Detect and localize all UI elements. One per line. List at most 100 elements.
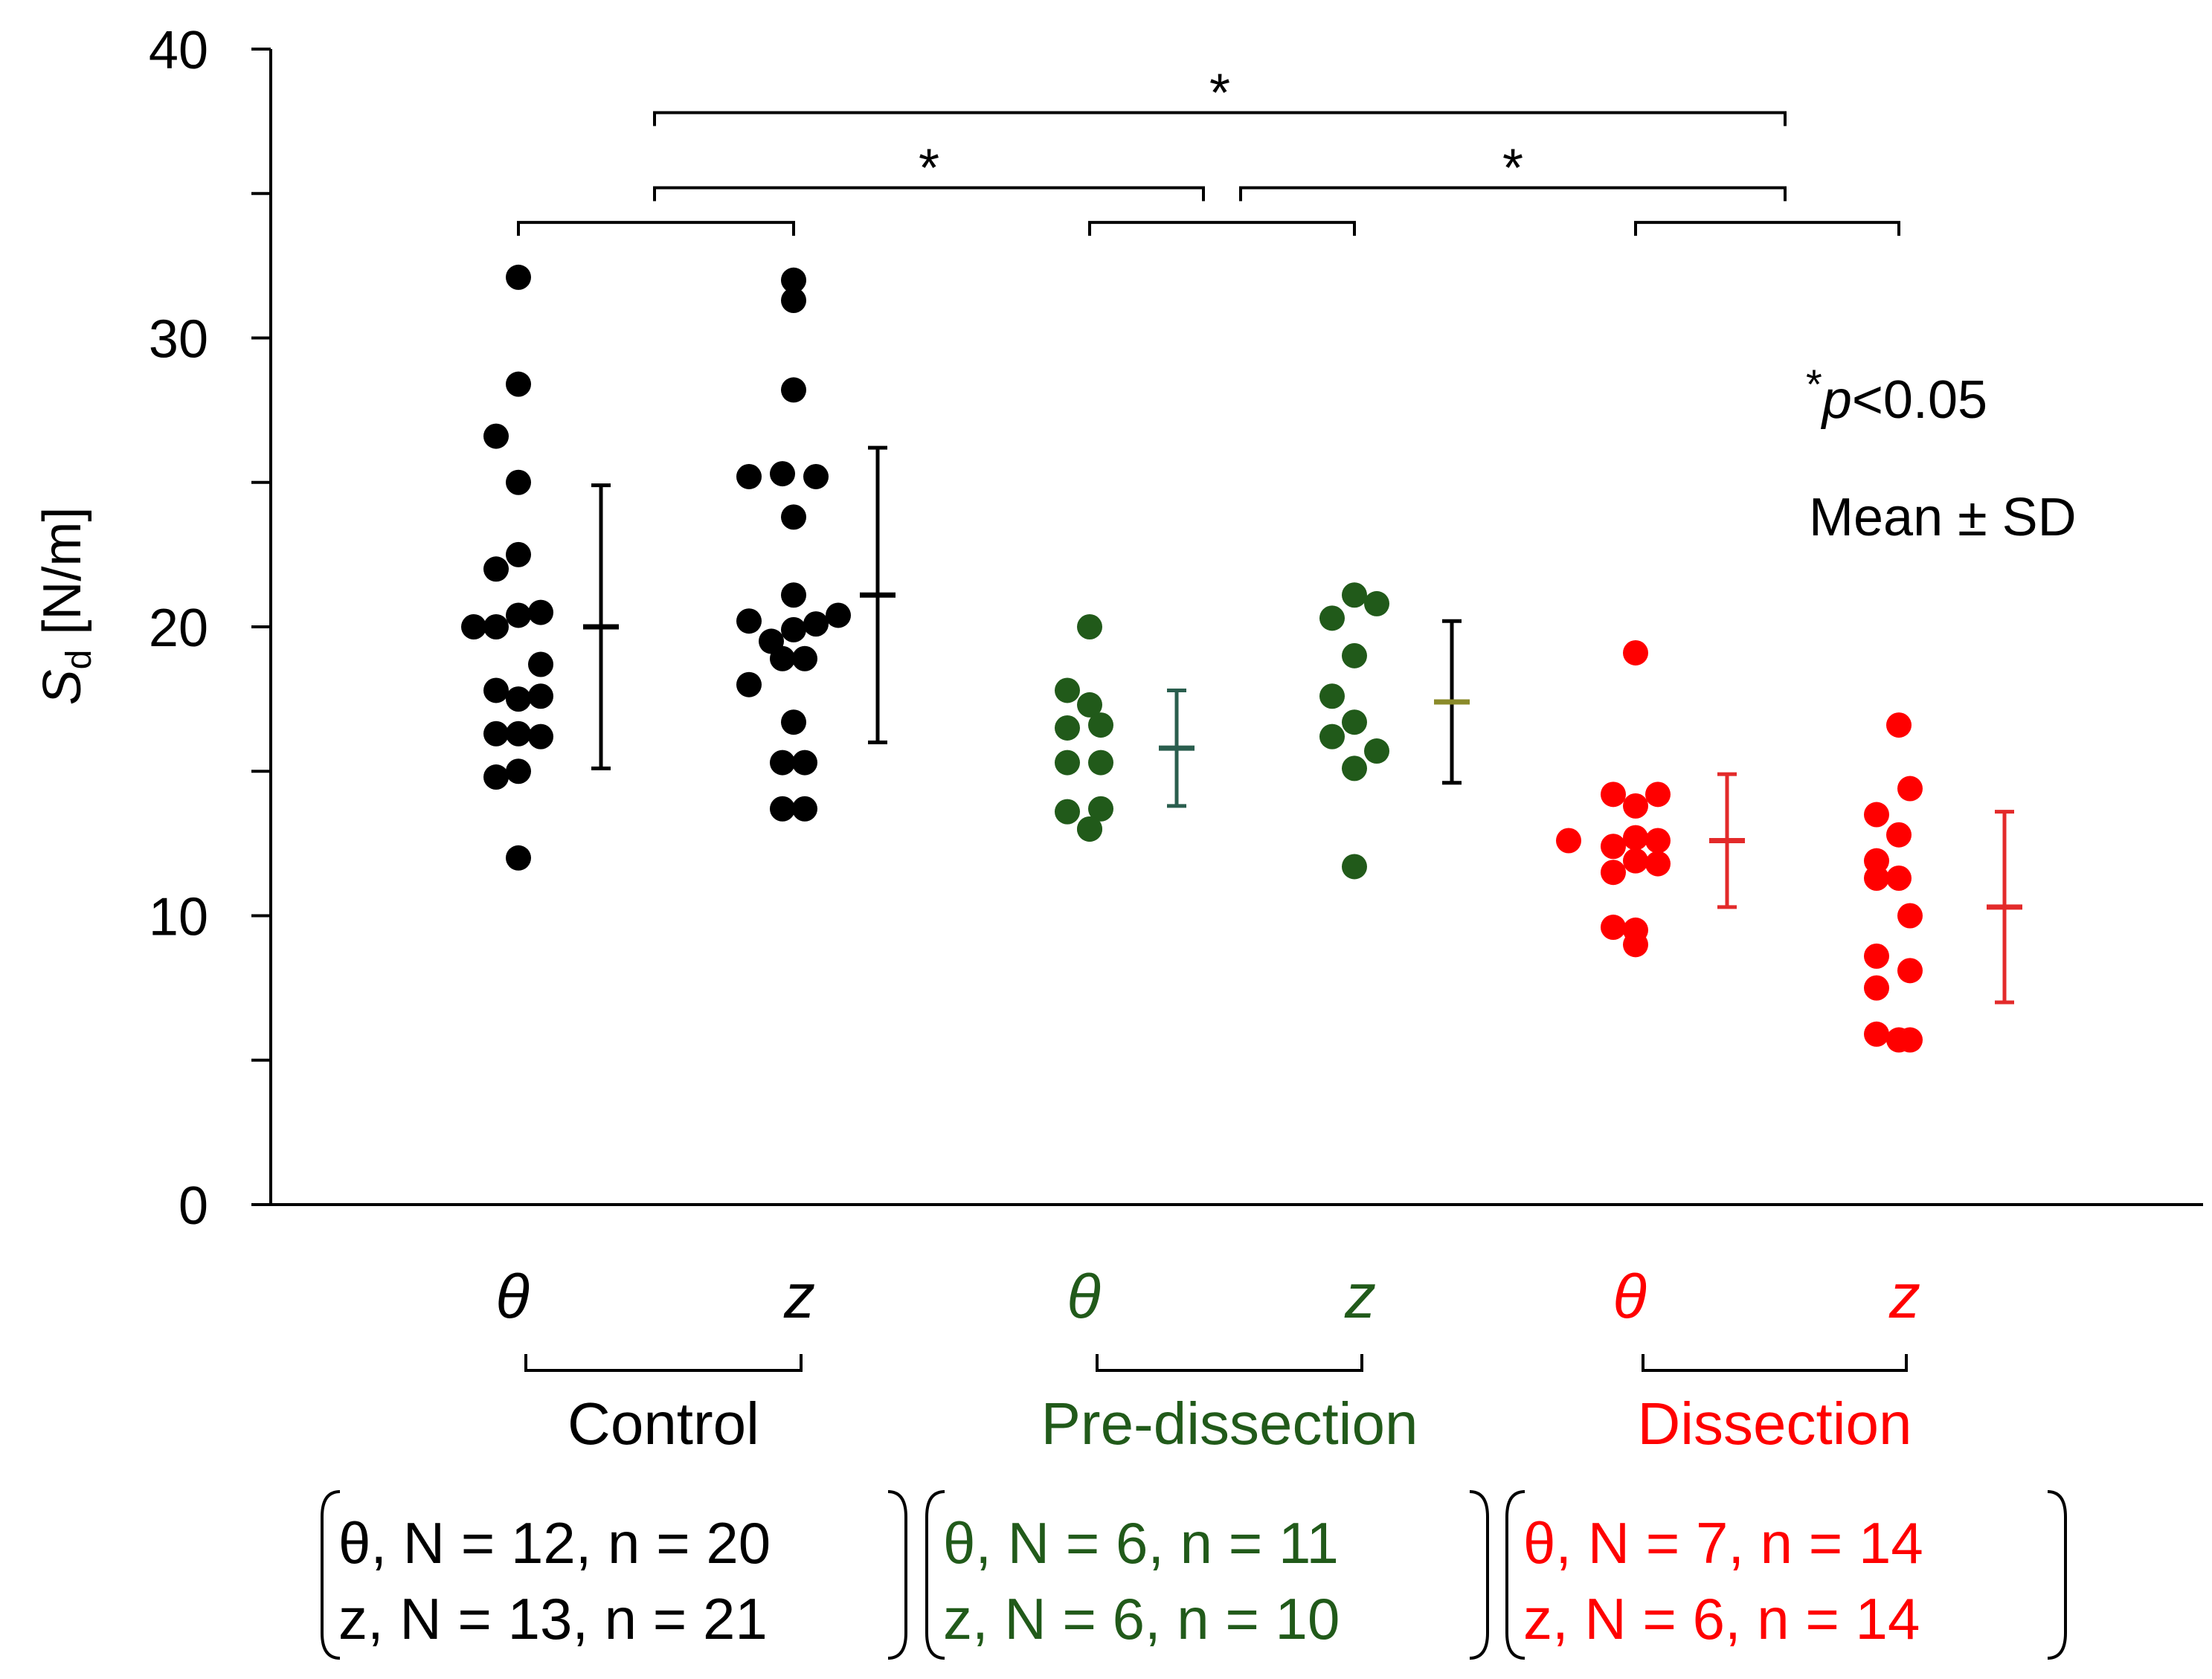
data-point	[1601, 834, 1626, 860]
data-point	[483, 614, 509, 639]
category-bracket	[524, 1354, 803, 1372]
sample-size-z: z, N = 6, n = 14	[1523, 1586, 1920, 1651]
sample-size-theta: θ, N = 7, n = 14	[1523, 1510, 1923, 1576]
group-name: Control	[568, 1390, 759, 1457]
data-point	[1897, 958, 1923, 984]
data-point	[1088, 796, 1113, 822]
sample-size-paren-right	[2047, 1490, 2067, 1660]
category-symbol: θ	[1613, 1261, 1647, 1331]
data-point	[826, 602, 851, 628]
data-point	[1623, 639, 1648, 666]
data-point	[1645, 851, 1671, 877]
data-point	[1864, 975, 1889, 1001]
significance-star: *	[1209, 63, 1230, 123]
data-point	[506, 758, 531, 784]
data-point	[528, 651, 553, 677]
data-point	[528, 599, 553, 625]
data-point	[1342, 642, 1367, 668]
category-bracket	[1096, 1354, 1363, 1372]
data-point	[506, 264, 531, 290]
group-bracket	[1088, 221, 1356, 236]
y-tick-label: 40	[149, 21, 208, 80]
data-point	[1601, 782, 1626, 808]
category-symbol: z	[1888, 1261, 1920, 1331]
y-axis-title-unit: [N/m]	[33, 507, 92, 650]
data-point	[1886, 712, 1912, 738]
data-point	[1342, 854, 1367, 880]
sample-size-paren-left	[925, 1490, 945, 1660]
data-point	[1601, 915, 1626, 941]
data-point	[1077, 816, 1102, 842]
pvalue-threshold: <0.05	[1852, 370, 1987, 430]
pvalue-annotation: *p<0.05	[1806, 361, 1987, 430]
data-point	[781, 267, 806, 293]
data-point	[506, 541, 531, 567]
category-symbol: z	[783, 1261, 815, 1331]
category-symbol: θ	[1067, 1261, 1101, 1331]
data-point	[1077, 692, 1102, 718]
sample-size-z: z, N = 6, n = 10	[943, 1586, 1340, 1651]
significance-star: *	[1502, 138, 1523, 198]
data-point	[781, 709, 806, 735]
data-point	[792, 645, 817, 671]
data-point	[1864, 1021, 1889, 1047]
category-labels: θ z Control θ, N = 12, n = 20 z, N = 13, n =…	[321, 1261, 2067, 1660]
significance-star: *	[919, 138, 939, 198]
axes	[251, 48, 2203, 1206]
data-point	[803, 611, 829, 637]
data-point	[1645, 828, 1671, 854]
sample-size-paren-left	[1505, 1490, 1525, 1660]
data-point	[1088, 712, 1113, 738]
data-point	[506, 721, 531, 747]
significance-bracket	[653, 186, 1205, 202]
data-point	[1055, 750, 1080, 776]
data-point	[1864, 865, 1889, 891]
pvalue-p: p	[1821, 370, 1852, 430]
data-point	[1886, 822, 1912, 848]
data-point	[1319, 605, 1345, 631]
data-point	[1897, 776, 1923, 802]
group-name: Pre-dissection	[1041, 1390, 1418, 1457]
y-axis-title-sub: d	[60, 650, 99, 670]
y-axis-title: Sd [N/m]	[33, 507, 99, 706]
data-point	[1864, 802, 1889, 828]
data-point	[1364, 738, 1389, 764]
data-point	[1623, 932, 1648, 958]
data-point	[1897, 903, 1923, 929]
data-point	[483, 556, 509, 582]
data-point	[1088, 750, 1113, 776]
data-point	[736, 608, 762, 634]
data-point	[528, 683, 553, 709]
data-point	[1556, 828, 1581, 854]
data-point	[770, 750, 795, 776]
data-point	[792, 796, 817, 822]
data-point	[1623, 825, 1648, 851]
group-bracket	[1634, 221, 1900, 236]
y-axis-title-main: S	[33, 669, 92, 705]
data-point	[506, 845, 531, 871]
error-bars	[583, 445, 2022, 1005]
group-bracket	[517, 221, 795, 236]
data-point	[781, 616, 806, 642]
statistic-label: Mean ± SD	[1809, 488, 2077, 547]
sample-size-paren-right	[1469, 1490, 1489, 1660]
data-point	[461, 614, 486, 639]
data-point	[483, 423, 509, 449]
data-point	[781, 504, 806, 530]
data-point	[528, 724, 553, 750]
significance-bracket	[1239, 186, 1787, 202]
data-point	[736, 463, 762, 489]
data-point	[781, 377, 806, 403]
data-points	[461, 264, 1923, 1053]
sample-size-theta: θ, N = 12, n = 20	[338, 1510, 771, 1576]
data-point	[1055, 715, 1080, 741]
y-tick-label: 30	[149, 310, 208, 370]
pvalue-star: *	[1806, 361, 1822, 407]
data-point	[1601, 860, 1626, 886]
data-point	[1864, 848, 1889, 874]
data-point	[483, 677, 509, 703]
data-point	[1645, 782, 1671, 808]
data-point	[781, 287, 806, 313]
y-tick-label: 20	[149, 599, 208, 658]
